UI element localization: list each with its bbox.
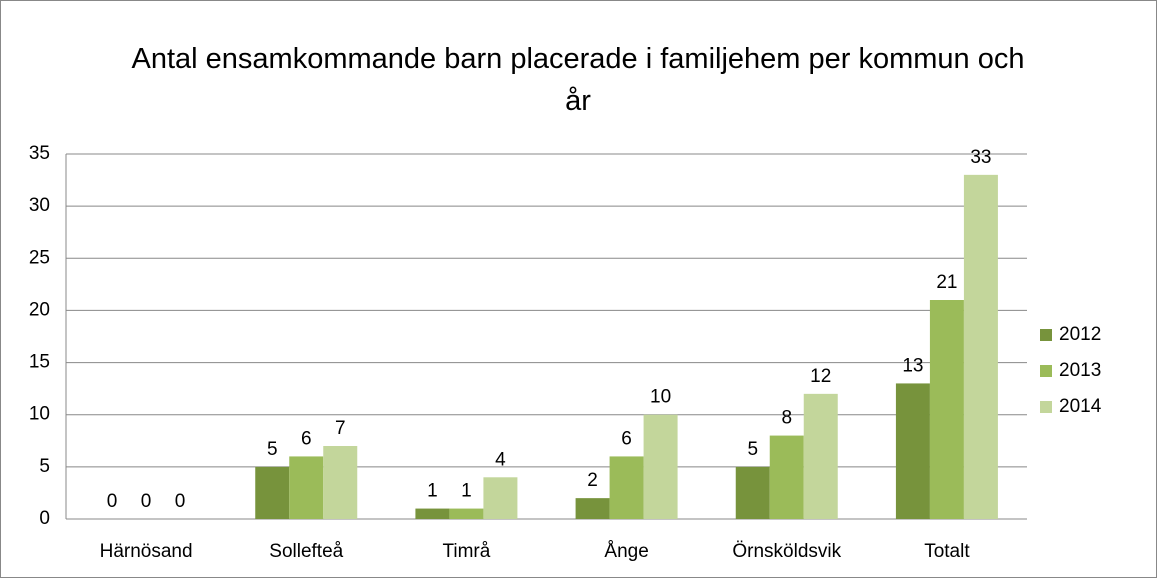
data-label: 13: [902, 355, 923, 376]
data-label: 6: [301, 428, 312, 449]
data-label: 10: [650, 387, 671, 408]
data-label: 12: [810, 366, 831, 387]
bar: [255, 466, 290, 519]
y-tick-label: 20: [29, 299, 50, 320]
bar: [575, 498, 610, 519]
x-tick-label: Ånge: [604, 541, 648, 562]
legend-label: 2012: [1059, 324, 1101, 345]
bar: [803, 393, 838, 519]
legend-swatch: [1040, 329, 1052, 341]
y-tick-label: 0: [39, 508, 50, 529]
bar: [895, 383, 930, 519]
x-tick-label: Härnösand: [100, 541, 193, 562]
y-tick-label: 25: [29, 247, 50, 268]
data-label: 5: [747, 439, 758, 460]
bar: [963, 174, 998, 519]
data-label: 0: [175, 491, 186, 512]
y-tick-label: 35: [29, 143, 50, 164]
x-tick-label: Sollefteå: [269, 541, 343, 562]
x-tick-label: Totalt: [924, 541, 970, 562]
y-tick-label: 5: [39, 456, 50, 477]
y-tick-label: 15: [29, 352, 50, 373]
bar: [415, 508, 450, 519]
legend-swatch: [1040, 365, 1052, 377]
bar: [323, 446, 358, 519]
data-label: 0: [141, 491, 152, 512]
data-label: 5: [267, 439, 278, 460]
legend-swatch: [1040, 401, 1052, 413]
bar: [643, 414, 678, 519]
bar: [929, 300, 964, 519]
data-label: 2: [587, 470, 598, 491]
bar: [483, 477, 518, 519]
y-tick-label: 10: [29, 404, 50, 425]
bar: [769, 435, 804, 519]
data-label: 33: [970, 147, 991, 168]
data-label: 7: [335, 418, 346, 439]
bar: [735, 466, 770, 519]
y-tick-label: 30: [29, 195, 50, 216]
bar: [289, 456, 324, 519]
data-label: 0: [107, 491, 118, 512]
legend-label: 2013: [1059, 360, 1101, 381]
x-tick-label: Timrå: [442, 541, 490, 562]
data-label: 1: [461, 481, 472, 502]
bar: [449, 508, 484, 519]
chart-title: Antal ensamkommande barn placerade i fam…: [131, 43, 1025, 117]
data-label: 4: [495, 449, 506, 470]
x-tick-label: Örnsköldsvik: [732, 541, 841, 562]
data-label: 6: [621, 428, 632, 449]
legend-label: 2014: [1059, 396, 1102, 417]
data-label: 21: [936, 272, 957, 293]
data-label: 1: [427, 481, 438, 502]
bar: [609, 456, 644, 519]
data-label: 8: [781, 408, 792, 429]
